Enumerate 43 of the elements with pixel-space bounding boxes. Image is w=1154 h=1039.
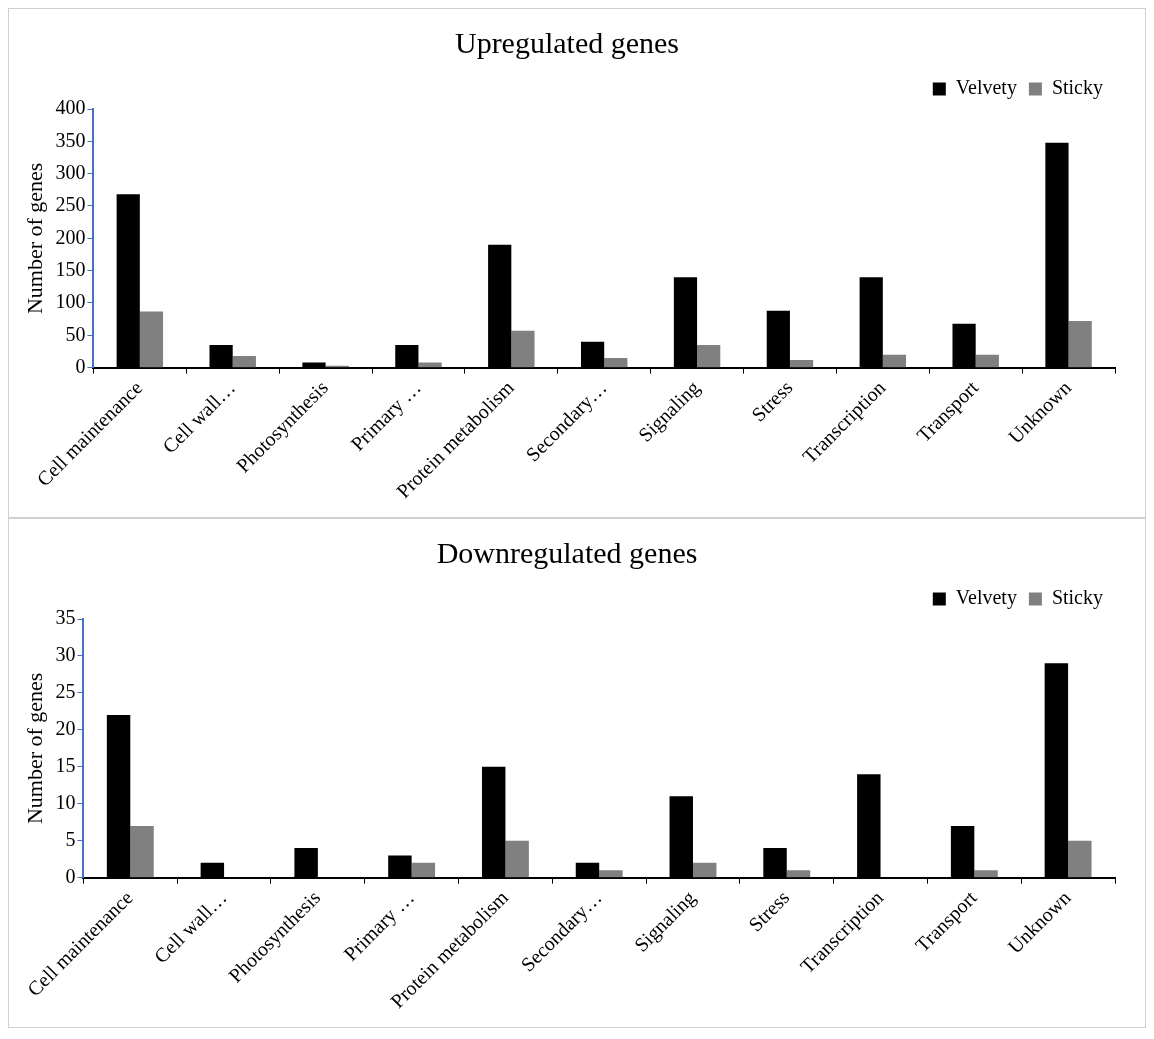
- bar: [130, 825, 154, 878]
- y-tick-label: 150: [55, 257, 86, 280]
- y-tick-label: 25: [55, 680, 76, 703]
- y-tick-label: 350: [55, 128, 86, 151]
- y-tick-label: 0: [65, 864, 76, 887]
- bar: [882, 354, 907, 368]
- y-tick-label: 300: [55, 160, 86, 183]
- legend-label: Velvety: [955, 76, 1017, 100]
- y-tick-label: 20: [55, 717, 76, 740]
- chart-title: Upregulated genes: [454, 25, 680, 59]
- y-axis-title: Number of genes: [21, 672, 47, 825]
- bar: [974, 870, 998, 878]
- bar: [1068, 840, 1092, 878]
- bar: [975, 354, 999, 368]
- y-tick-label: 400: [55, 96, 86, 119]
- legend-label: Sticky: [1051, 586, 1104, 610]
- bar: [604, 357, 628, 368]
- bar: [789, 359, 814, 368]
- legend-label: Sticky: [1051, 76, 1104, 100]
- bar: [511, 330, 535, 368]
- bar: [505, 840, 529, 878]
- y-tick-label: 30: [55, 643, 76, 666]
- chart-title: Downregulated genes: [436, 535, 698, 569]
- y-tick-label: 0: [75, 354, 86, 377]
- bar: [232, 356, 256, 368]
- bar: [1068, 321, 1092, 368]
- y-tick-label: 50: [65, 322, 86, 345]
- y-axis-title: Number of genes: [21, 162, 47, 315]
- bar: [692, 862, 717, 878]
- bar: [697, 345, 721, 368]
- y-tick-label: 200: [55, 225, 86, 248]
- y-tick-label: 10: [55, 791, 76, 813]
- legend-label: Velvety: [955, 586, 1017, 610]
- y-tick-label: 15: [55, 754, 76, 777]
- y-tick-label: 250: [55, 193, 86, 216]
- bar: [599, 870, 623, 878]
- bar: [418, 362, 442, 368]
- y-tick-label: 35: [55, 606, 76, 629]
- bar: [786, 870, 811, 878]
- y-tick-label: 100: [55, 290, 86, 313]
- bar: [139, 311, 164, 368]
- bar: [411, 862, 436, 878]
- y-tick-label: 5: [65, 827, 76, 850]
